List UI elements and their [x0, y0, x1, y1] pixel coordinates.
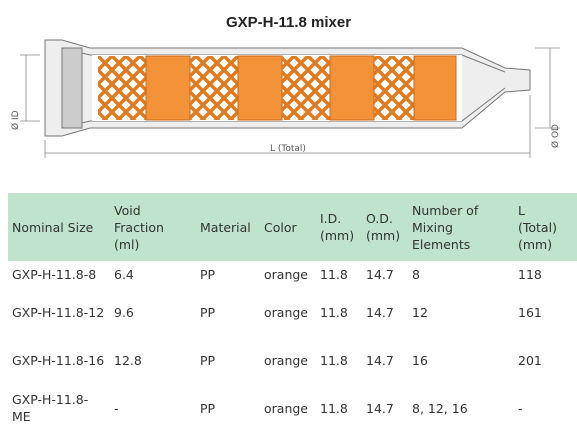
table-cell: 16: [412, 352, 428, 368]
table-cell: 118: [518, 267, 542, 282]
table-cell: PP: [200, 352, 216, 368]
table-row: GXP-H-11.8-8 6.4 PP orange 11.8 14.7 8 118: [8, 261, 577, 288]
table-row: GXP-H-11.8-12 9.6 PP orange 11.8 14.7 12 161: [8, 288, 577, 336]
table-cell: -: [518, 400, 523, 416]
title: GXP-H-11.8 mixer: [225, 14, 352, 31]
header-cell: I.D. (mm): [316, 193, 362, 261]
table-cell: 11.8: [320, 352, 348, 368]
header-cell: Nominal Size: [8, 193, 110, 261]
table-cell: 14.7: [366, 400, 394, 416]
table-cell: PP: [200, 400, 216, 416]
table-body: GXP-H-11.8-8 6.4 PP orange 11.8 14.7 8 118 GXP-H…: [8, 261, 577, 432]
table-row: GXP-H-11.8-16 12.8 PP orange 11.8 14.7 16 201: [8, 336, 577, 384]
table-cell: GXP-H-11.8-16: [12, 352, 105, 368]
table-cell: orange: [264, 267, 308, 282]
header-cell: L (Total) (mm): [514, 193, 577, 261]
table-cell: 12: [412, 304, 428, 320]
mixer-diagram: Ø ID L (Total) Ø OD: [10, 39, 561, 158]
table-cell: 11.8: [320, 400, 348, 416]
table-cell: 14.7: [366, 267, 394, 282]
table-cell: orange: [264, 352, 308, 368]
table-cell: orange: [264, 304, 308, 320]
table-cell: 14.7: [366, 304, 394, 320]
header-cell: Number of Mixing Elements: [408, 193, 514, 261]
table-cell: 11.8: [320, 304, 348, 320]
header-cell: Material: [196, 193, 260, 261]
od-label: Ø OD: [550, 124, 561, 148]
table-cell: GXP-H-11.8-8: [12, 267, 97, 282]
table-cell: PP: [200, 304, 216, 320]
table-cell: 9.6: [114, 304, 134, 320]
header-cell: Void Fraction (ml): [110, 193, 196, 261]
header-cell: Color: [260, 193, 316, 261]
table-cell: 8, 12, 16: [412, 400, 468, 416]
header-row: Nominal Size Void Fraction (ml) Material Co…: [8, 193, 577, 261]
table-row: GXP-H-11.8-ME - PP orange 11.8 14.7 8, 12, 16 -: [8, 384, 577, 432]
table-cell: 6.4: [114, 267, 134, 282]
table-cell: 14.7: [366, 352, 394, 368]
id-label: Ø ID: [10, 110, 21, 130]
header-cell: O.D. (mm): [362, 193, 408, 261]
spec-table: Nominal Size Void Fraction (ml) Material Co…: [8, 193, 577, 432]
table-cell: GXP-H-11.8-12: [12, 304, 105, 320]
table-cell: 8: [412, 267, 420, 282]
table-cell: GXP-H-11.8-ME: [12, 392, 89, 424]
table-cell: -: [114, 400, 119, 416]
table-cell: 201: [518, 352, 542, 368]
table-cell: PP: [200, 267, 216, 282]
table-cell: orange: [264, 400, 308, 416]
table-cell: 11.8: [320, 267, 348, 282]
table-cell: 12.8: [114, 352, 142, 368]
table-cell: 161: [518, 304, 542, 320]
length-label: L (Total): [270, 144, 306, 154]
